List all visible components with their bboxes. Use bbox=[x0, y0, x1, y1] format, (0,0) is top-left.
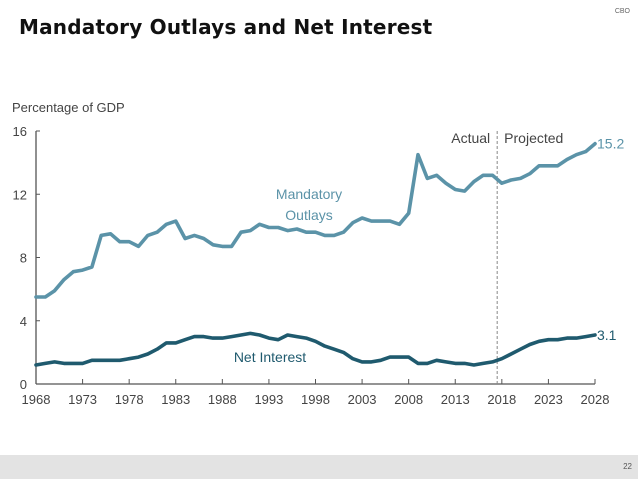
axes: 0 4 8 12 16 1968 1973 1978 1983 1988 1993 1998 2003 2… bbox=[13, 124, 610, 407]
x-tick-label: 1988 bbox=[208, 392, 237, 407]
slide-title: Mandatory Outlays and Net Interest bbox=[19, 15, 433, 39]
mandatory-series-label: Outlays bbox=[285, 207, 332, 223]
brand-label: CBO bbox=[614, 8, 630, 15]
x-tick-label: 2003 bbox=[348, 392, 377, 407]
y-tick-label: 12 bbox=[13, 187, 27, 202]
projected-label: Projected bbox=[504, 130, 563, 146]
x-tick-label: 1993 bbox=[254, 392, 283, 407]
footer-bar: 22 bbox=[0, 455, 638, 479]
mandatory-series-label: Mandatory bbox=[276, 186, 342, 202]
y-tick-label: 0 bbox=[20, 377, 27, 392]
x-tick-label: 1968 bbox=[22, 392, 51, 407]
y-tick-label: 8 bbox=[20, 251, 27, 266]
mandatory-end-label: 15.2 bbox=[597, 136, 624, 152]
x-tick-label: 2023 bbox=[534, 392, 563, 407]
x-tick-label: 1983 bbox=[161, 392, 190, 407]
x-tick-label: 1978 bbox=[115, 392, 144, 407]
y-tick-label: 16 bbox=[13, 124, 27, 139]
net-interest-series-label: Net Interest bbox=[234, 349, 306, 365]
x-tick-label: 2008 bbox=[394, 392, 423, 407]
x-tick-label: 2028 bbox=[581, 392, 610, 407]
net-interest-end-label: 3.1 bbox=[597, 327, 617, 343]
x-tick-label: 2013 bbox=[441, 392, 470, 407]
y-axis-label: Percentage of GDP bbox=[12, 100, 125, 115]
series-group bbox=[34, 141, 597, 367]
x-tick-label: 2018 bbox=[487, 392, 516, 407]
annotations: 15.2 3.1 Mandatory Outlays Net Interest bbox=[234, 136, 625, 365]
x-tick-label: 1998 bbox=[301, 392, 330, 407]
chart: Percentage of GDP 0 4 8 12 16 1968 1973 1978 198… bbox=[12, 100, 625, 407]
x-tick-label: 1973 bbox=[68, 392, 97, 407]
y-tick-label: 4 bbox=[20, 314, 27, 329]
net-interest-line bbox=[34, 331, 597, 367]
page-number: 22 bbox=[623, 462, 632, 471]
actual-projected-divider: Actual Projected bbox=[451, 130, 563, 384]
mandatory-outlays-line bbox=[34, 141, 597, 299]
actual-label: Actual bbox=[451, 130, 490, 146]
